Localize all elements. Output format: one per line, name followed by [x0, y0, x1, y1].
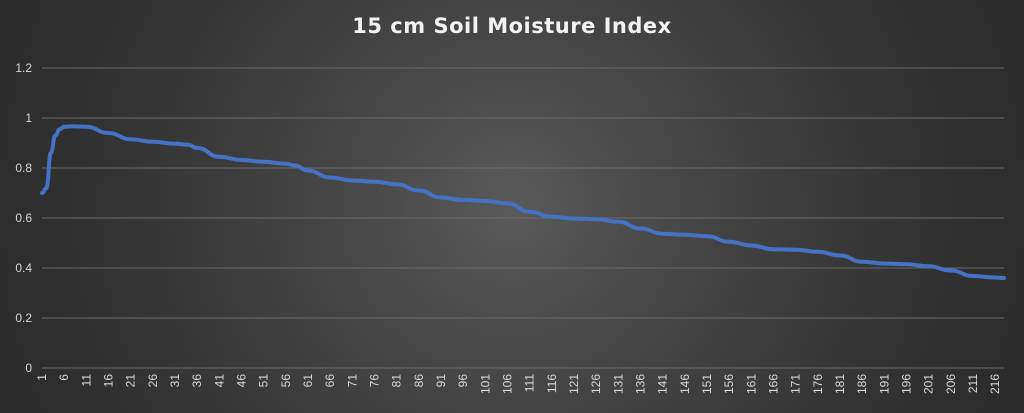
x-tick-label: 121: [567, 374, 581, 394]
x-tick-label: 61: [301, 374, 315, 388]
x-tick-label: 191: [877, 374, 891, 394]
x-tick-label: 16: [101, 374, 115, 388]
x-tick-label: 6: [57, 374, 71, 381]
x-tick-label: 176: [811, 374, 825, 394]
x-tick-label: 66: [323, 374, 337, 388]
x-tick-label: 131: [611, 374, 625, 394]
x-tick-label: 51: [257, 374, 271, 388]
x-tick-label: 26: [146, 374, 160, 388]
x-tick-label: 161: [744, 374, 758, 394]
x-tick-label: 126: [589, 374, 603, 394]
x-tick-label: 111: [523, 374, 537, 393]
series-layer: [40, 124, 1006, 280]
x-tick-label: 116: [545, 374, 559, 393]
x-tick-label: 166: [766, 374, 780, 394]
x-tick-label: 11: [79, 374, 93, 387]
x-tick-label: 36: [190, 374, 204, 388]
x-tick-label: 201: [922, 374, 936, 394]
y-tick-label: 0.4: [15, 261, 32, 275]
x-tick-label: 46: [234, 374, 248, 388]
x-tick-label: 206: [944, 374, 958, 394]
y-axis: 0 0.2 0.4 0.6 0.8 1 1.2: [15, 61, 32, 375]
y-tick-label: 0.2: [15, 311, 32, 325]
y-tick-label: 1.2: [15, 61, 32, 75]
x-tick-label: 86: [412, 374, 426, 388]
x-tick-label: 1: [35, 374, 49, 381]
gridlines: [42, 67, 1004, 369]
x-tick-label: 141: [656, 374, 670, 394]
x-tick-label: 211: [966, 374, 980, 393]
x-tick-label: 146: [678, 374, 692, 394]
x-tick-label: 186: [855, 374, 869, 394]
y-tick-label: 0.8: [15, 161, 32, 175]
x-tick-label: 31: [168, 374, 182, 388]
x-tick-label: 151: [700, 374, 714, 394]
x-tick-label: 181: [833, 374, 847, 394]
x-tick-label: 21: [124, 374, 138, 388]
y-tick-label: 0.6: [15, 211, 32, 225]
x-tick-label: 76: [367, 374, 381, 388]
x-tick-label: 106: [500, 374, 514, 394]
series-line-0: [40, 124, 1006, 280]
y-tick-label: 0: [25, 361, 32, 375]
x-tick-label: 136: [633, 374, 647, 394]
x-tick-label: 81: [390, 374, 404, 388]
x-tick-label: 91: [434, 374, 448, 388]
x-tick-label: 56: [279, 374, 293, 388]
x-axis: 1 6 11 16 21 26 31 36 41 46 51 56 61 66 71 76 81 86 91 96 10…: [35, 374, 1002, 394]
x-tick-label: 101: [478, 374, 492, 394]
x-tick-label: 196: [899, 374, 913, 394]
x-tick-label: 41: [212, 374, 226, 388]
chart-title: 15 cm Soil Moisture Index: [352, 14, 672, 38]
x-tick-label: 96: [456, 374, 470, 388]
x-tick-label: 171: [789, 374, 803, 394]
x-tick-label: 216: [988, 374, 1002, 394]
x-tick-label: 71: [345, 374, 359, 388]
x-tick-label: 156: [722, 374, 736, 394]
y-tick-label: 1: [25, 111, 32, 125]
